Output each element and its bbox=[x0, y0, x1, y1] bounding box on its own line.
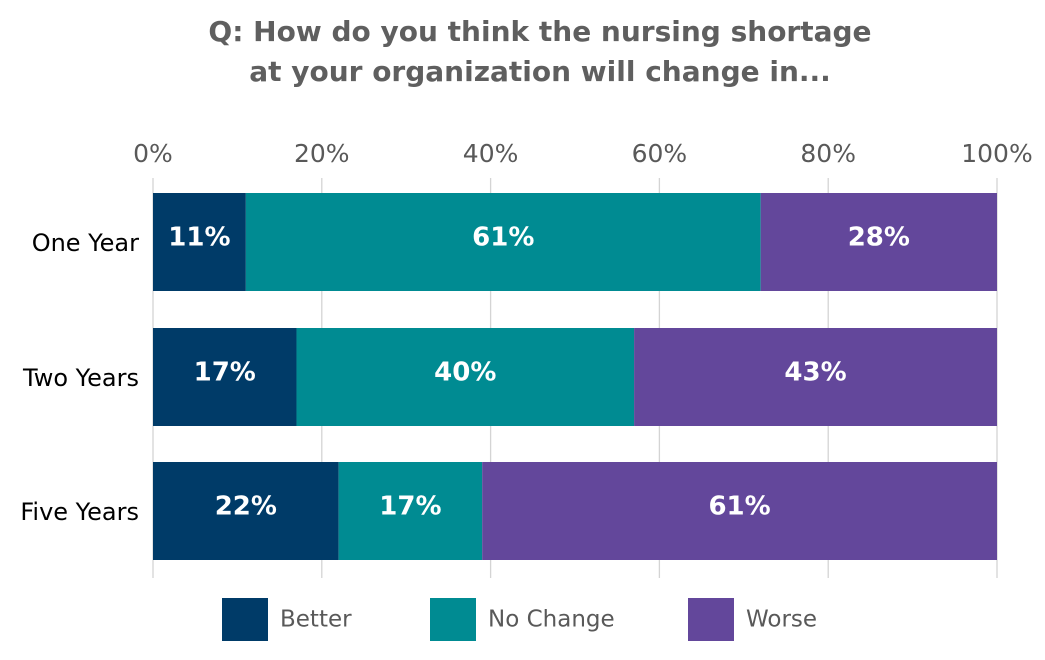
category-label: Two Years bbox=[22, 364, 139, 392]
data-label: 17% bbox=[379, 492, 441, 522]
legend-label: Better bbox=[280, 607, 352, 633]
bar-segment bbox=[760, 193, 997, 291]
x-tick-label: 40% bbox=[463, 139, 519, 168]
bar-segment bbox=[153, 462, 339, 560]
category-label: One Year bbox=[32, 229, 139, 257]
data-label: 61% bbox=[472, 223, 534, 253]
data-label: 61% bbox=[708, 492, 770, 522]
bar-segment bbox=[482, 462, 997, 560]
bar-segment bbox=[245, 193, 761, 291]
bar-segment bbox=[153, 328, 297, 426]
data-label: 17% bbox=[194, 358, 256, 388]
category-label: Five Years bbox=[20, 498, 139, 526]
data-label: 43% bbox=[784, 358, 846, 388]
legend-swatch bbox=[430, 598, 476, 641]
chart-title-line-1: Q: How do you think the nursing shortage bbox=[208, 15, 872, 48]
bar-segment bbox=[153, 193, 246, 291]
x-tick-label: 60% bbox=[632, 139, 688, 168]
legend-label: Worse bbox=[746, 607, 817, 633]
chart-title: Q: How do you think the nursing shortage… bbox=[0, 12, 1045, 92]
data-label: 28% bbox=[848, 223, 910, 253]
bar-segment bbox=[338, 462, 483, 560]
data-label: 22% bbox=[215, 492, 277, 522]
chart-title-line-2: at your organization will change in... bbox=[249, 55, 831, 88]
bar-segment bbox=[296, 328, 635, 426]
data-label: 40% bbox=[434, 358, 496, 388]
legend-label: No Change bbox=[488, 607, 615, 633]
data-label: 11% bbox=[168, 223, 230, 253]
x-tick-label: 100% bbox=[961, 139, 1032, 168]
legend-swatch bbox=[222, 598, 268, 641]
x-tick-label: 20% bbox=[294, 139, 350, 168]
bar-segment bbox=[634, 328, 997, 426]
x-tick-label: 80% bbox=[800, 139, 856, 168]
x-tick-label: 0% bbox=[133, 139, 173, 168]
legend-swatch bbox=[688, 598, 734, 641]
